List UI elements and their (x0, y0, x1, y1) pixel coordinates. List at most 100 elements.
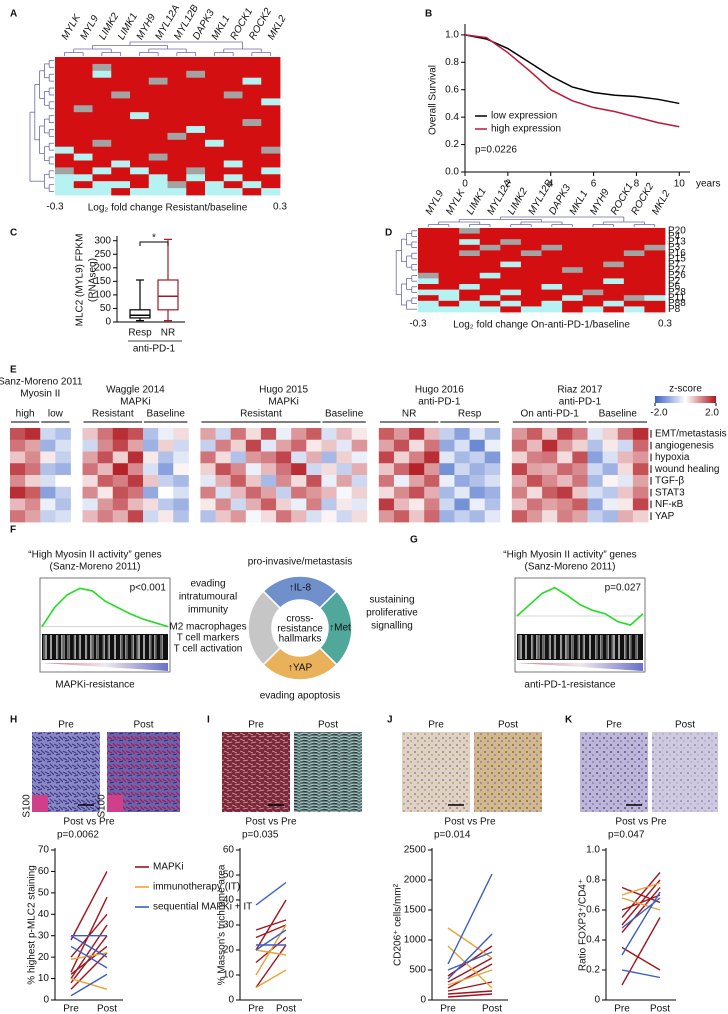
heatmap-cell (484, 451, 501, 464)
row-label: P13 (668, 237, 686, 248)
heatmap-cell (148, 84, 168, 92)
heatmap-cell (321, 439, 337, 452)
heatmap-cell (418, 289, 439, 296)
heatmap-cell (469, 510, 486, 523)
heatmap-cell (92, 91, 112, 99)
heatmap-cell (111, 160, 131, 168)
y-tick-label: 50 (223, 870, 235, 881)
heatmap-cell (111, 112, 131, 120)
heatmap-cell (587, 475, 604, 488)
heatmap-cell (92, 77, 112, 85)
heatmap-cell (617, 486, 634, 499)
study-title: Sanz-Moreno 2011 (0, 377, 83, 388)
heatmap-cell (623, 267, 645, 274)
y-tick-label: 10 (223, 970, 235, 981)
heatmap-cell (130, 57, 150, 65)
heatmap-cell (541, 261, 563, 268)
heatmap-cell (130, 84, 150, 92)
heatmap-cell (351, 510, 368, 523)
y-tick-label: 250 (94, 249, 111, 260)
heatmap-cell (602, 451, 619, 464)
paired-line (447, 933, 493, 980)
column-label: MYH9 (588, 187, 612, 217)
heatmap-cell (424, 498, 440, 511)
heatmap-cell (82, 463, 99, 476)
heatmap-cell (582, 284, 604, 290)
heatmap-cell (479, 244, 501, 251)
heatmap-cell (230, 486, 247, 499)
heatmap-cell (418, 233, 439, 240)
heatmap-cell (276, 451, 292, 464)
y-tick-label: 0.6 (586, 905, 600, 916)
heatmap-cell (111, 153, 131, 161)
heatmap-cell (541, 244, 563, 251)
heatmap-cell (242, 77, 262, 85)
paired-line (255, 924, 287, 939)
heatmap-cell (200, 428, 216, 441)
heatmap-cell (587, 486, 604, 499)
heatmap-cell (92, 139, 112, 148)
column-label: MYL9 (424, 188, 447, 217)
heatmap-cell (55, 146, 75, 154)
heatmap-cell (205, 126, 225, 134)
heatmap-cell (167, 181, 187, 189)
heatmap-cell (520, 239, 542, 246)
heatmap-cell (459, 244, 481, 251)
enrichment-curve (41, 587, 169, 628)
paired-line (447, 957, 493, 983)
heatmap-cell (40, 439, 56, 452)
diagram-label: intratumoural (179, 592, 237, 603)
heatmap-cell (511, 451, 528, 464)
y-tick-label: 100 (94, 290, 111, 301)
heatmap-cell (644, 250, 666, 257)
study-subtitle: anti-PD-1 (418, 397, 461, 408)
x-tick-label: Post (482, 1004, 502, 1014)
paired-line (255, 929, 287, 951)
heatmap-cell (230, 428, 247, 441)
paired-line (447, 945, 493, 989)
image-label: Pre (248, 720, 264, 731)
heatmap-cell (644, 233, 666, 240)
y-axis-label: (RNAseq) (88, 258, 99, 302)
heatmap-cell (55, 91, 75, 99)
heatmap-cell (542, 475, 558, 488)
heatmap-cell (200, 439, 216, 452)
heatmap-cell (439, 510, 455, 523)
heatmap-cell (186, 153, 206, 161)
heatmap-cell (454, 498, 470, 511)
heatmap-cell (260, 451, 277, 464)
heatmap-cell (603, 278, 625, 285)
heatmap-cell (351, 451, 368, 464)
heatmap-cell (173, 510, 189, 523)
column-label: MKL2 (650, 188, 673, 217)
heatmap-cell (111, 70, 131, 79)
heatmap-cell (526, 428, 543, 441)
heatmap-cell (261, 119, 281, 127)
row-label: YAP (655, 511, 675, 522)
heatmap-cell (167, 139, 187, 148)
heatmap-cell (276, 486, 292, 499)
heatmap-cell (111, 132, 131, 141)
heatmap-cell (261, 174, 281, 182)
study-subtitle: MAPKi (268, 397, 299, 408)
y-tick-label: 0.8 (445, 57, 459, 68)
heatmap-cell (291, 498, 307, 511)
heatmap-cell (92, 112, 112, 120)
heatmap-cell (205, 132, 225, 141)
heatmap-cell (73, 153, 93, 161)
heatmap-cell (542, 463, 558, 476)
paired-line (70, 952, 108, 990)
x-tick-label: 0 (462, 179, 468, 190)
heatmap-cell (582, 295, 604, 302)
heatmap-cell (526, 510, 543, 523)
heatmap-cell (393, 428, 410, 441)
heatmap-cell (25, 451, 41, 464)
heatmap-cell (520, 244, 542, 251)
heatmap-cell (459, 256, 481, 262)
heatmap-cell (167, 57, 187, 65)
heatmap-cell (582, 228, 604, 234)
heatmap-cell (92, 174, 112, 182)
y-tick-label: 0.0 (445, 167, 459, 178)
heatmap-cell (617, 475, 634, 488)
heatmap-cell (351, 498, 368, 511)
